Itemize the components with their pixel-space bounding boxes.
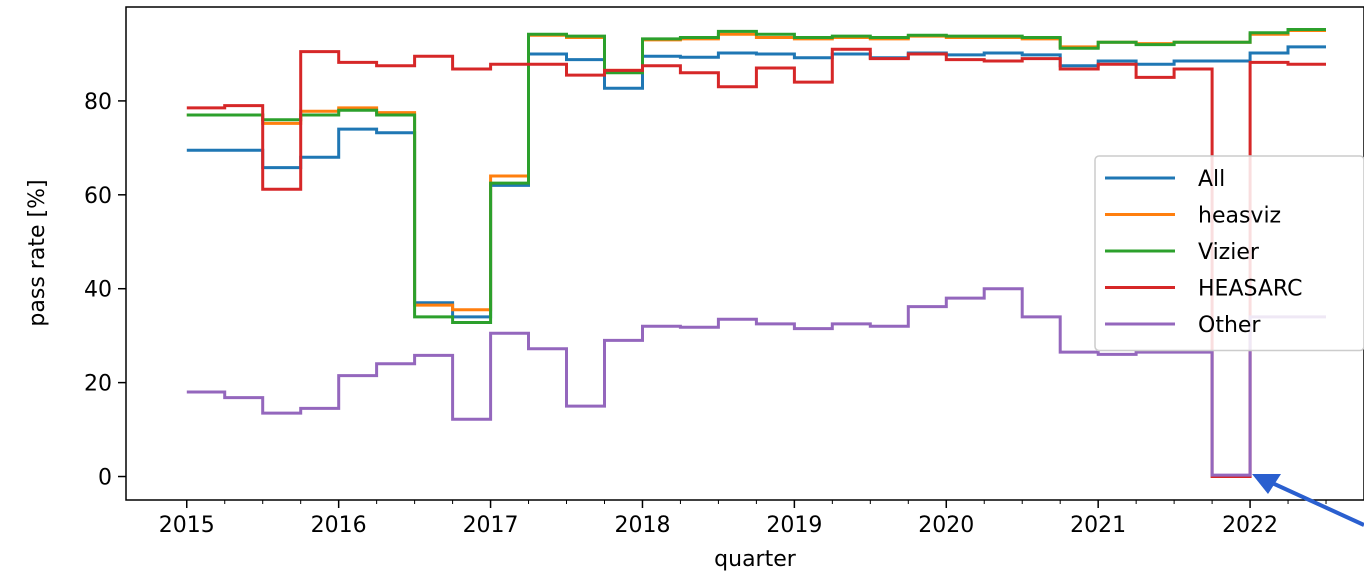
y-tick-label: 60 — [84, 184, 112, 209]
series-line-vizier — [186, 28, 1326, 324]
y-tick-label: 80 — [84, 90, 112, 115]
x-tick-label: 2016 — [311, 513, 367, 538]
legend-box — [1094, 155, 1364, 352]
series-layer — [186, 28, 1326, 478]
x-tick-label: 2015 — [159, 513, 215, 538]
x-tick-label: 2018 — [614, 513, 670, 538]
series-line-other — [186, 287, 1326, 477]
x-tick-label: 2022 — [1222, 513, 1278, 538]
y-tick-label: 40 — [84, 278, 112, 303]
series-line-heasarc — [186, 47, 1326, 478]
series-line-all — [186, 45, 1326, 319]
x-tick-label: 2017 — [463, 513, 519, 538]
x-axis-label: quarter — [714, 547, 797, 572]
x-tick-label: 2020 — [918, 513, 974, 538]
legend-label-other: Other — [1198, 313, 1261, 338]
legend-label-vizier: Vizier — [1198, 240, 1260, 265]
axis-layer: 2015 2016 2017 2018 2019 2020 2021 2022 0 20 40 60 8… — [84, 90, 1327, 538]
x-tick-label: 2019 — [766, 513, 822, 538]
y-tick-label: 0 — [98, 466, 112, 491]
legend-label-all: All — [1198, 167, 1225, 192]
y-tick-label: 20 — [84, 372, 112, 397]
x-tick-label: 2021 — [1070, 513, 1126, 538]
annotation-arrow — [1252, 474, 1364, 527]
y-axis-label: pass rate [%] — [25, 179, 50, 326]
legend-label-heasarc: HEASARC — [1198, 277, 1302, 302]
legend: All heasviz Vizier HEASARC Other — [1094, 155, 1364, 352]
legend-label-heasviz: heasviz — [1198, 204, 1281, 229]
